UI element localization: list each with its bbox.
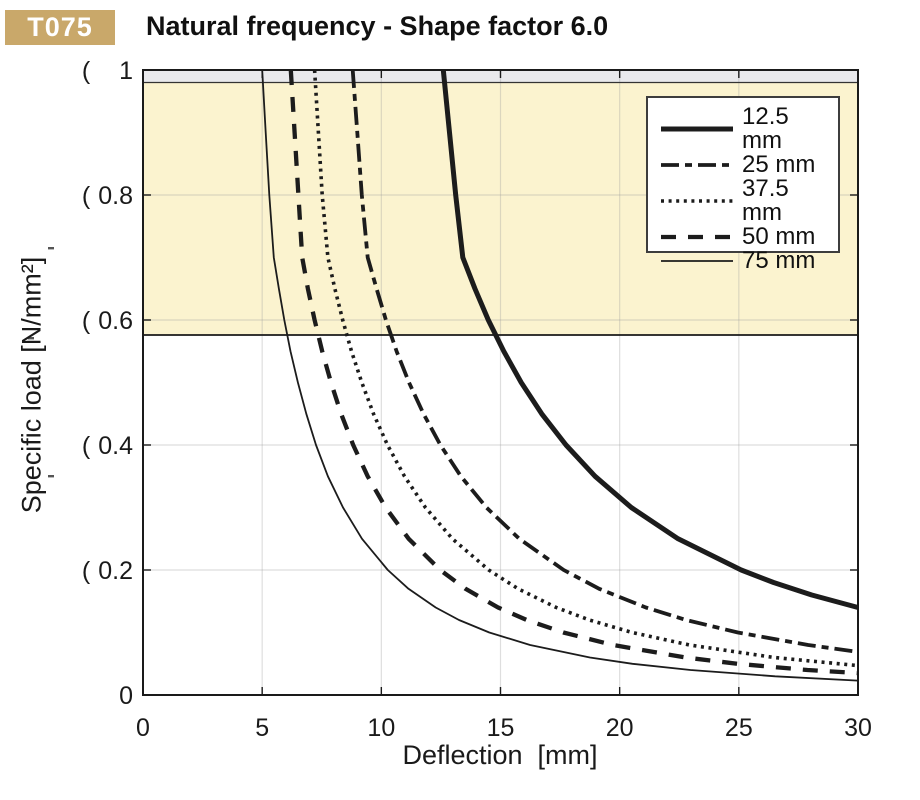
- x-tick-label: 5: [255, 714, 269, 742]
- x-axis-label: Deflection [mm]: [402, 740, 598, 770]
- legend: 12.5 mm 25 mm 37.5 mm 50 mm 75 mm: [646, 96, 840, 273]
- legend-line-sample: [661, 199, 733, 203]
- curve-75-mm: [261, 69, 859, 682]
- legend-item-label: 50 mm: [742, 223, 816, 250]
- y-tick-label-prefix: (: [82, 432, 91, 460]
- y-tick-label: 0.2: [98, 557, 133, 585]
- legend-item-75-mm: 75 mm: [658, 249, 834, 273]
- y-tick-label: 0.6: [98, 307, 133, 335]
- chart-title: Natural frequency - Shape factor 6.0: [146, 11, 609, 41]
- x-tick-label: 20: [606, 714, 634, 742]
- legend-item-label: 37.5 mm: [742, 175, 789, 226]
- y-tick-label-prefix: (: [82, 182, 91, 210]
- catalog-code-badge: T075: [5, 10, 115, 45]
- plot-frame: [142, 69, 859, 696]
- y-tick-label: 1: [119, 57, 133, 85]
- x-tick-label: 10: [367, 714, 395, 742]
- x-tick-label: 0: [136, 714, 150, 742]
- legend-item-label: 75 mm: [742, 247, 816, 274]
- x-tick-label: 15: [487, 714, 515, 742]
- legend-line-sample: [661, 163, 733, 167]
- left-margin-mark: [48, 475, 54, 478]
- legend-item-label: 12.5 mm: [742, 103, 789, 154]
- legend-item-label: 25 mm: [742, 151, 816, 178]
- x-tick-label: 25: [725, 714, 753, 742]
- legend-item-12-5-mm: 12.5 mm: [658, 105, 834, 153]
- left-margin-mark: [48, 247, 54, 250]
- y-tick-label: 0.8: [98, 182, 133, 210]
- y-tick-label-prefix: (: [82, 307, 91, 335]
- y-tick-label-prefix: (: [82, 557, 91, 585]
- legend-line-sample: [661, 260, 733, 262]
- legend-item-37-5-mm: 37.5 mm: [658, 177, 834, 225]
- left-margin-mark: [28, 337, 34, 340]
- legend-item-25-mm: 25 mm: [658, 153, 834, 177]
- y-axis-label: Specific load [N/mm²]: [16, 256, 47, 514]
- curve-25-mm: [350, 69, 859, 654]
- legend-line-sample: [661, 126, 733, 132]
- y-tick-label: 0: [119, 682, 133, 710]
- legend-line-sample: [661, 234, 733, 240]
- x-tick-label: 30: [844, 714, 872, 742]
- legend-item-50-mm: 50 mm: [658, 225, 834, 249]
- curve-37-5-mm: [312, 69, 859, 668]
- curve-12-5-mm: [440, 69, 859, 610]
- y-tick-label-prefix: (: [82, 57, 91, 85]
- y-tick-label: 0.4: [98, 432, 133, 460]
